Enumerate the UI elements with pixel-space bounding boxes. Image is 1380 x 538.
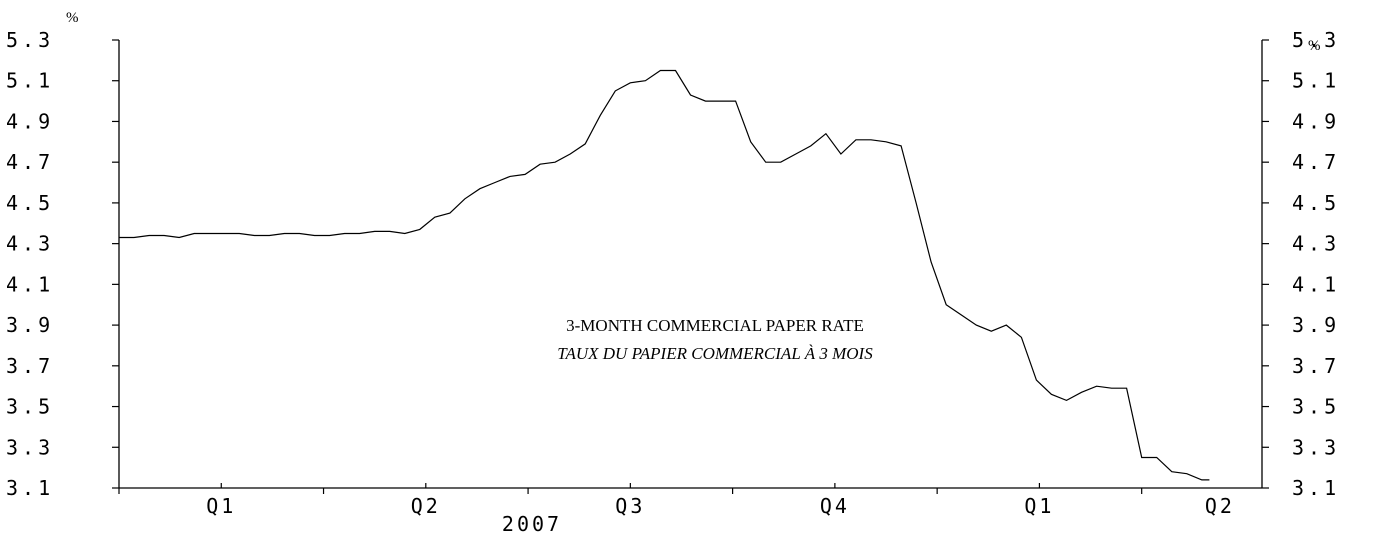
- y-tick-label-left: 3.7: [6, 354, 54, 378]
- y-tick-label-left: 3.1: [6, 476, 54, 500]
- right-y-axis: 5.3 5.1 4.9 4.7 4.5 4.3 4.1 3.9 3.7 3.5 3.3 3.1: [1262, 28, 1340, 500]
- y-tick-label-left: 4.5: [6, 191, 54, 215]
- y-unit-left-label: %: [66, 10, 79, 26]
- x-quarter-label: Q3: [615, 494, 645, 518]
- y-tick-label-right: 4.9: [1292, 109, 1340, 133]
- y-tick-label-right: 3.9: [1292, 313, 1340, 337]
- y-tick-label-right: 4.5: [1292, 191, 1340, 215]
- y-tick-label-left: 5.3: [6, 28, 54, 52]
- y-tick-label-right: 3.3: [1292, 435, 1340, 459]
- y-tick-label-right: 3.5: [1292, 395, 1340, 419]
- x-axis: Q1 Q2 Q3 Q4 Q1 Q2: [118, 483, 1235, 518]
- x-year-label: 2007: [502, 512, 562, 536]
- x-quarter-label: Q4: [820, 494, 850, 518]
- y-tick-label-left: 3.5: [6, 395, 54, 419]
- y-tick-label-right: 4.3: [1292, 232, 1340, 256]
- chart-subtitle: TAUX DU PAPIER COMMERCIAL À 3 MOIS: [557, 344, 873, 363]
- rate-series-line: [119, 69, 1210, 481]
- y-tick-label-left: 5.1: [6, 69, 54, 93]
- x-quarter-label: Q2: [1205, 494, 1235, 518]
- x-quarter-label: Q1: [1024, 494, 1054, 518]
- left-y-axis: 5.3 5.1 4.9 4.7 4.5 4.3 4.1 3.9 3.7 3.5 3.3 3.1: [6, 28, 119, 500]
- y-tick-label-left: 3.3: [6, 435, 54, 459]
- y-tick-label-right: 5.1: [1292, 69, 1340, 93]
- y-tick-label-left: 4.3: [6, 232, 54, 256]
- y-unit-right-label: %: [1308, 38, 1321, 54]
- chart-title: 3-MONTH COMMERCIAL PAPER RATE: [566, 316, 864, 335]
- y-tick-label-right: 4.1: [1292, 272, 1340, 296]
- y-tick-label-left: 4.9: [6, 109, 54, 133]
- y-tick-label-left: 4.7: [6, 150, 54, 174]
- y-tick-label-left: 3.9: [6, 313, 54, 337]
- y-tick-label-left: 4.1: [6, 272, 54, 296]
- x-quarter-label: Q1: [206, 494, 236, 518]
- axes: [118, 40, 1263, 489]
- y-tick-label-right: 3.7: [1292, 354, 1340, 378]
- y-tick-label-right: 3.1: [1292, 476, 1340, 500]
- y-tick-label-right: 5.3: [1292, 28, 1340, 52]
- x-quarter-label: Q2: [411, 494, 441, 518]
- y-tick-label-right: 4.7: [1292, 150, 1340, 174]
